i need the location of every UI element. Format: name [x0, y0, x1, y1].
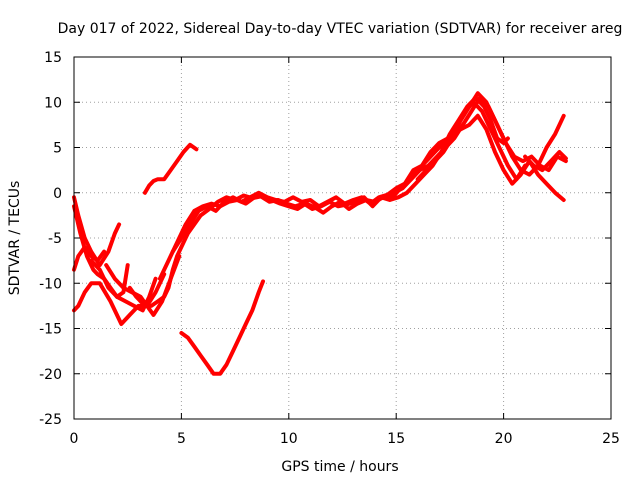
series-line: [179, 279, 265, 376]
series-line: [72, 245, 107, 272]
series-line: [72, 272, 167, 326]
chart-title: Day 017 of 2022, Sidereal Day-to-day VTE…: [58, 21, 623, 37]
y-tick-label: 5: [53, 141, 62, 157]
x-tick-label: 10: [280, 431, 298, 447]
x-tick-labels: 0 5 10 15 20 25: [70, 431, 620, 447]
y-tick-label: -25: [39, 412, 62, 428]
grid: [74, 57, 611, 419]
series-line: [170, 100, 528, 254]
x-tick-label: 5: [177, 431, 186, 447]
y-tick-labels: -25 -20 -15 -10 -5 0 5 10 15: [39, 50, 62, 428]
series-line: [383, 95, 568, 200]
x-tick-label: 15: [387, 431, 405, 447]
x-axis-label: GPS time / hours: [281, 459, 398, 475]
y-tick-label: -15: [39, 322, 62, 338]
y-tick-label: -10: [39, 276, 62, 292]
y-tick-label: 15: [44, 50, 62, 66]
series-line: [127, 95, 510, 308]
y-tick-label: -5: [48, 231, 62, 247]
ticks: [73, 56, 612, 420]
series-group: [72, 91, 568, 376]
x-tick-label: 25: [602, 431, 620, 447]
series-line: [89, 258, 158, 313]
y-axis-label: SDTVAR / TECUs: [7, 181, 23, 296]
series-line: [415, 91, 566, 182]
series-line: [142, 142, 199, 195]
y-tick-label: 0: [53, 186, 62, 202]
x-tick-label: 20: [495, 431, 513, 447]
y-tick-label: 10: [44, 95, 62, 111]
x-tick-label: 0: [70, 431, 79, 447]
y-tick-label: -20: [39, 367, 62, 383]
series-line: [523, 150, 568, 173]
